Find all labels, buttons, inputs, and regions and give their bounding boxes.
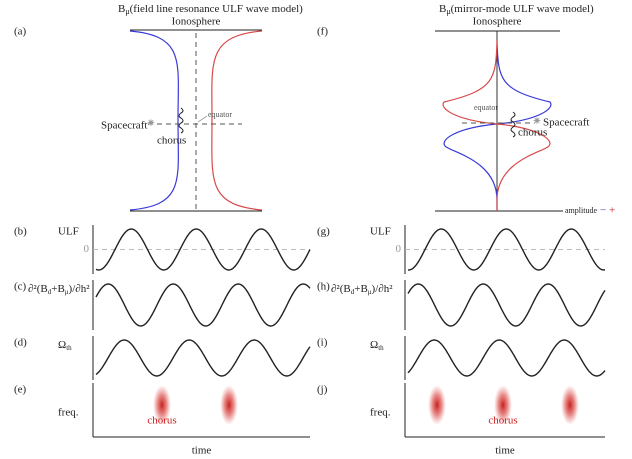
x-label: time [192,445,212,457]
panel-label: (e) [14,384,27,396]
chorus-blob [561,385,579,425]
subscript: μ [368,288,372,296]
panel-label: (i) [317,337,328,349]
equator: equator [474,103,498,112]
zero-label: 0 [396,243,402,255]
wave [407,228,606,271]
zero-label: 0 [84,243,90,255]
chorus-blob [494,385,512,425]
subscript: d [48,288,52,296]
chorus: chorus [518,127,547,139]
equator: equator [208,110,232,119]
wave [95,228,311,271]
chorus-wave [510,111,516,138]
title: Bμ(field line resonance ULF wave model) [118,3,303,16]
y-label: Ωth [370,339,384,352]
y-label: ∂²(Bd+Bμ)/∂h² [331,283,393,296]
subscript: th [378,344,384,352]
panel-label: (d) [14,337,27,349]
red-curve [211,30,263,211]
chorus: chorus [157,135,186,147]
star: ✷ [532,116,541,128]
mid: +B [354,283,368,295]
chorus-blob [220,385,238,425]
panel-label: (j) [317,384,328,396]
chorus-wave [178,107,184,134]
spacecraft: Spacecraft [543,117,589,129]
star: ✷ [146,118,155,130]
subscript: d [351,288,355,296]
plus: + [609,205,615,217]
y-label: freq. [58,407,79,419]
prefix: ∂²(B [331,283,351,295]
chorus-label: chorus [147,415,176,427]
chorus-blob [153,385,171,425]
wave [95,283,311,327]
amplitude: amplitude [565,206,597,215]
wave [407,283,606,327]
minus: − [600,205,606,217]
ionosphere: Ionosphere [473,16,522,28]
chorus-label: chorus [488,415,517,427]
ionosphere: Ionosphere [172,16,221,28]
panel-label: (c) [14,281,27,293]
x-label: time [495,445,515,457]
y-label: ULF [58,226,79,238]
y-label: ∂²(Bd+Bμ)/∂h² [28,283,90,296]
red-curve [442,39,551,211]
wave [407,339,606,377]
symbol: Ω [370,339,378,351]
suffix: )/∂h² [69,283,91,295]
y-label: ULF [370,226,391,238]
panel-label: (b) [14,226,27,238]
panel-label: (f) [317,26,328,38]
subscript: th [66,344,72,352]
title: Bμ(mirror-mode ULF wave model) [439,3,594,16]
wave [95,339,311,377]
blue-curve [129,30,179,211]
y-label: freq. [370,407,391,419]
y-label: Ωth [58,339,72,352]
subscript: μ [65,288,69,296]
chorus-blob [428,385,446,425]
mid: +B [51,283,65,295]
prefix: ∂²(B [28,283,48,295]
spacecraft: Spacecraft [101,120,147,132]
panel-label: (g) [317,226,330,238]
suffix: )/∂h² [372,283,394,295]
symbol: Ω [58,339,66,351]
panel-label: (h) [317,281,330,293]
panel-label: (a) [14,26,27,38]
pointer [197,115,208,123]
